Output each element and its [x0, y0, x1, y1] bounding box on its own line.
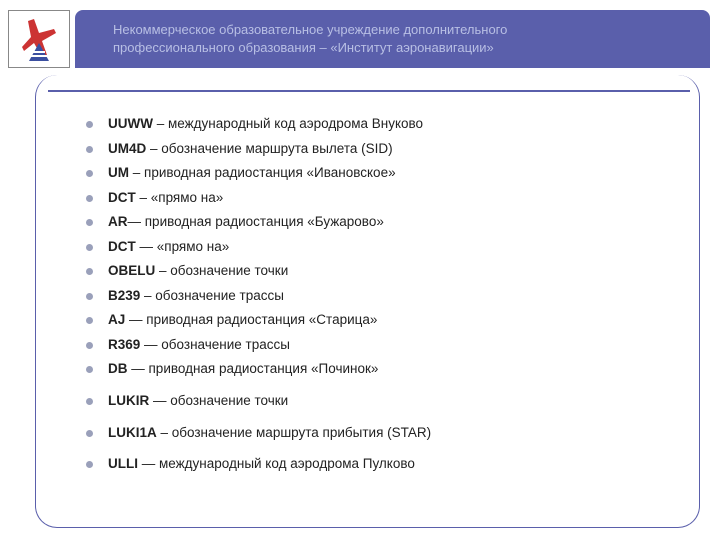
- logo: [8, 10, 70, 68]
- header-line2: профессионального образования – «Институ…: [113, 40, 494, 55]
- item-desc: – приводная радиостанция «Ивановское»: [129, 165, 396, 180]
- header-line1: Некоммерческое образовательное учреждени…: [113, 22, 507, 37]
- list-item: DB — приводная радиостанция «Починок»: [86, 360, 669, 378]
- list-item: B239 – обозначение трассы: [86, 287, 669, 305]
- item-desc: – обозначение маршрута вылета (SID): [146, 141, 392, 156]
- item-code: LUKIR: [108, 393, 149, 408]
- item-code: R369: [108, 337, 140, 352]
- list-item: UM – приводная радиостанция «Ивановское»: [86, 164, 669, 182]
- item-code: AJ: [108, 312, 125, 327]
- slide: Некоммерческое образовательное учреждени…: [0, 0, 720, 540]
- item-desc: — приводная радиостанция «Старица»: [125, 312, 377, 327]
- list-item: UUWW – международный код аэродрома Внуко…: [86, 115, 669, 133]
- header-band: Некоммерческое образовательное учреждени…: [75, 10, 710, 68]
- item-desc: — обозначение точки: [149, 393, 288, 408]
- aeronavigation-logo-icon: [14, 15, 64, 63]
- item-code: UUWW: [108, 116, 153, 131]
- item-desc: — приводная радиостанция «Бужарово»: [128, 214, 384, 229]
- list-item: OBELU – обозначение точки: [86, 262, 669, 280]
- item-code: AR: [108, 214, 128, 229]
- header-title: Некоммерческое образовательное учреждени…: [113, 21, 507, 56]
- item-code: UM4D: [108, 141, 146, 156]
- item-code: DB: [108, 361, 128, 376]
- bullet-list: UUWW – международный код аэродрома Внуко…: [86, 115, 669, 473]
- list-item: ULLI — международный код аэродрома Пулко…: [86, 455, 669, 473]
- item-code: DCT: [108, 190, 136, 205]
- item-code: B239: [108, 288, 140, 303]
- list-item: AJ — приводная радиостанция «Старица»: [86, 311, 669, 329]
- list-item: DCT – «прямо на»: [86, 189, 669, 207]
- item-desc: — приводная радиостанция «Починок»: [128, 361, 379, 376]
- list-item: DCT — «прямо на»: [86, 238, 669, 256]
- item-desc: – обозначение трассы: [140, 288, 284, 303]
- list-item: LUKIR — обозначение точки: [86, 392, 669, 410]
- item-desc: — обозначение трассы: [140, 337, 290, 352]
- list-item: UM4D – обозначение маршрута вылета (SID): [86, 140, 669, 158]
- item-code: UM: [108, 165, 129, 180]
- content-panel: UUWW – международный код аэродрома Внуко…: [35, 75, 700, 528]
- item-code: OBELU: [108, 263, 155, 278]
- item-desc: – международный код аэродрома Внуково: [153, 116, 423, 131]
- item-desc: – обозначение маршрута прибытия (STAR): [157, 425, 431, 440]
- item-desc: – «прямо на»: [136, 190, 224, 205]
- item-desc: – обозначение точки: [155, 263, 288, 278]
- item-code: ULLI: [108, 456, 138, 471]
- list-item: R369 — обозначение трассы: [86, 336, 669, 354]
- item-code: DCT: [108, 239, 136, 254]
- list-item: LUKI1A – обозначение маршрута прибытия (…: [86, 424, 669, 442]
- item-desc: — «прямо на»: [136, 239, 230, 254]
- item-code: LUKI1A: [108, 425, 157, 440]
- item-desc: — международный код аэродрома Пулково: [138, 456, 415, 471]
- list-item: AR— приводная радиостанция «Бужарово»: [86, 213, 669, 231]
